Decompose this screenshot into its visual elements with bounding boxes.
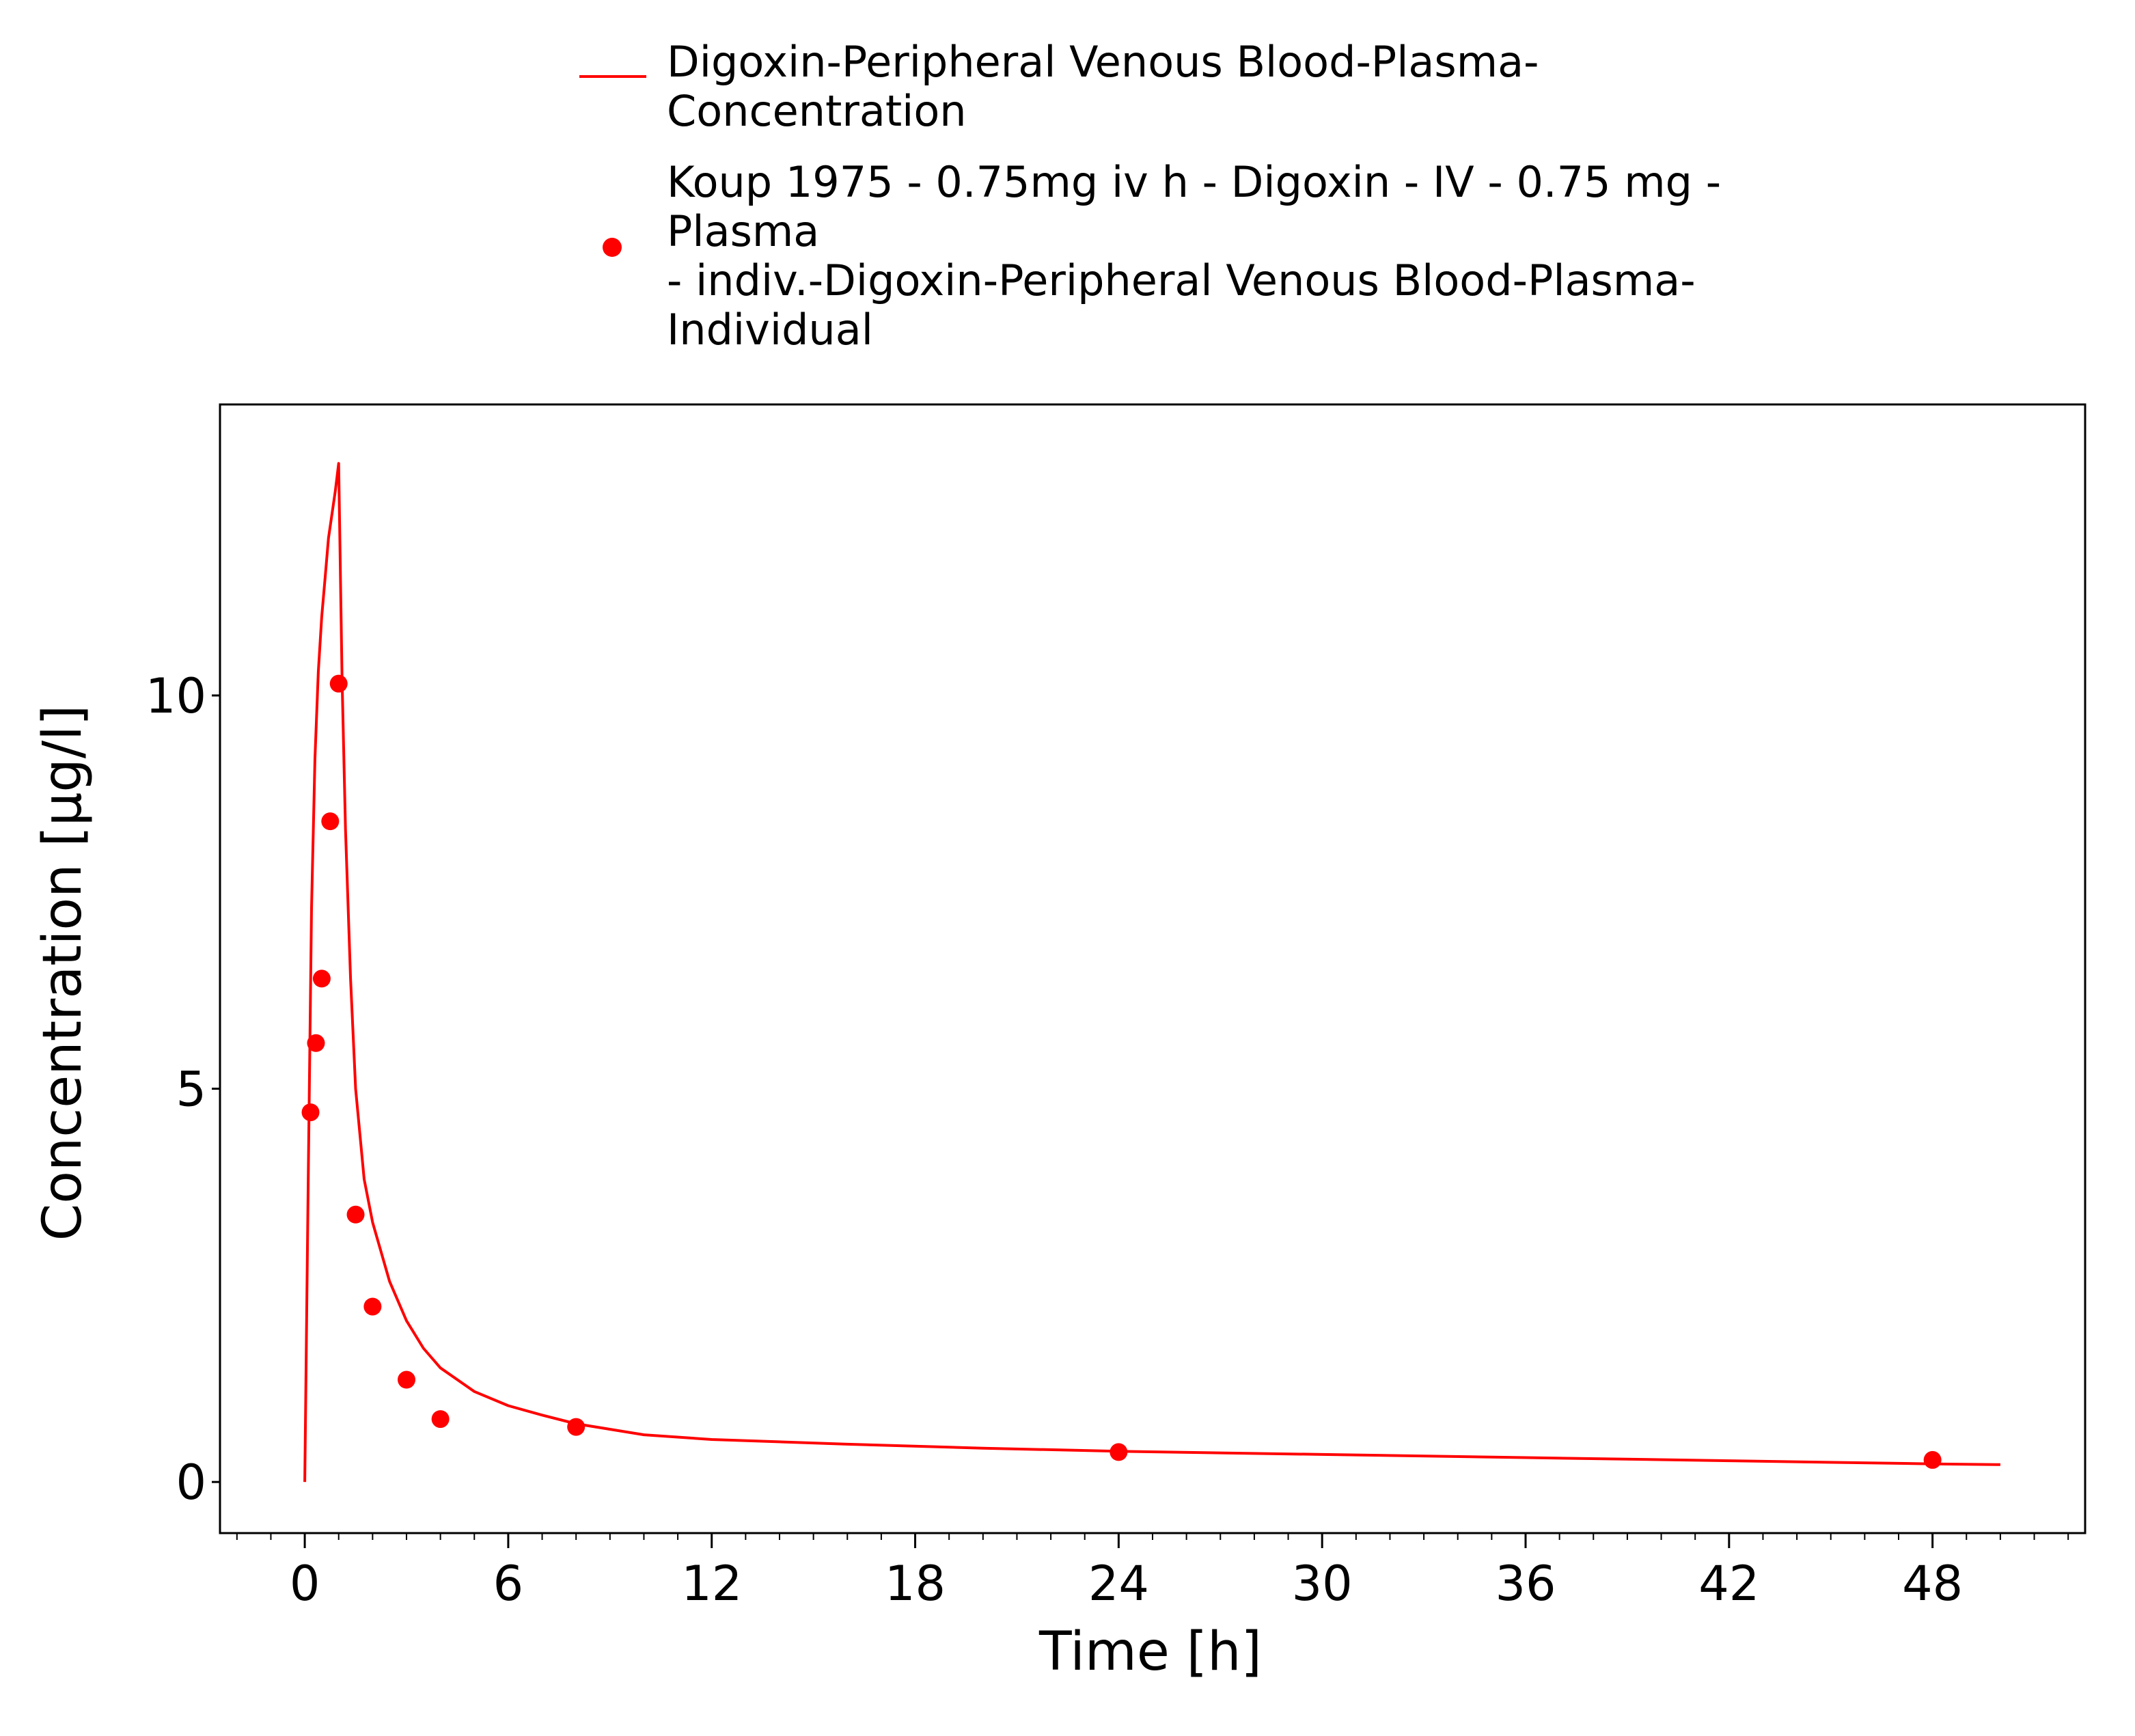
x-tick-label: 30	[1292, 1556, 1353, 1612]
x-tick-label: 36	[1495, 1556, 1556, 1612]
observed-data-point	[363, 1297, 382, 1316]
legend-marker-label-4: Individual	[667, 305, 873, 355]
observed-data-point	[346, 1205, 365, 1224]
y-axis-label: Concentration [µg/l]	[32, 705, 94, 1241]
observed-data-point	[307, 1034, 325, 1052]
observed-data-point	[1923, 1450, 1942, 1469]
observed-data-point	[301, 1103, 320, 1122]
legend-marker-label-2: Plasma	[667, 206, 819, 256]
x-tick-label: 6	[493, 1556, 524, 1612]
x-axis: 0 6 12 18 24 30 36 42 48	[236, 1533, 2069, 1612]
observed-data-point	[329, 674, 348, 693]
observed-data-point	[321, 812, 340, 831]
y-tick-label: 5	[176, 1062, 206, 1118]
x-tick-label: 12	[681, 1556, 742, 1612]
observed-data-point	[398, 1370, 415, 1389]
x-axis-label: Time [h]	[1038, 1621, 1262, 1683]
legend-line-label-1: Digoxin-Peripheral Venous Blood-Plasma-	[667, 37, 1539, 87]
y-tick-label: 10	[146, 668, 206, 724]
observed-data-point	[312, 969, 331, 988]
y-tick-label: 0	[176, 1455, 206, 1511]
x-tick-label: 24	[1088, 1556, 1149, 1612]
legend-marker-label-1: Koup 1975 - 0.75mg iv h - Digoxin - IV -…	[667, 157, 1721, 207]
legend-marker-label-3: - indiv.-Digoxin-Peripheral Venous Blood…	[667, 256, 1696, 305]
x-tick-label: 18	[885, 1556, 946, 1612]
simulated-concentration-line	[303, 462, 2000, 1483]
legend-marker-swatch	[603, 238, 622, 257]
x-tick-label: 0	[290, 1556, 320, 1612]
observed-data-point	[1110, 1443, 1128, 1461]
legend: Digoxin-Peripheral Venous Blood-Plasma- …	[579, 37, 1721, 355]
observed-data-point	[431, 1410, 450, 1429]
y-axis: 0 5 10	[146, 668, 220, 1511]
x-tick-label: 48	[1902, 1556, 1963, 1612]
series-layer	[301, 462, 2000, 1483]
x-tick-label: 42	[1698, 1556, 1759, 1612]
observed-data-point	[567, 1418, 586, 1436]
legend-line-label-2: Concentration	[667, 86, 967, 136]
